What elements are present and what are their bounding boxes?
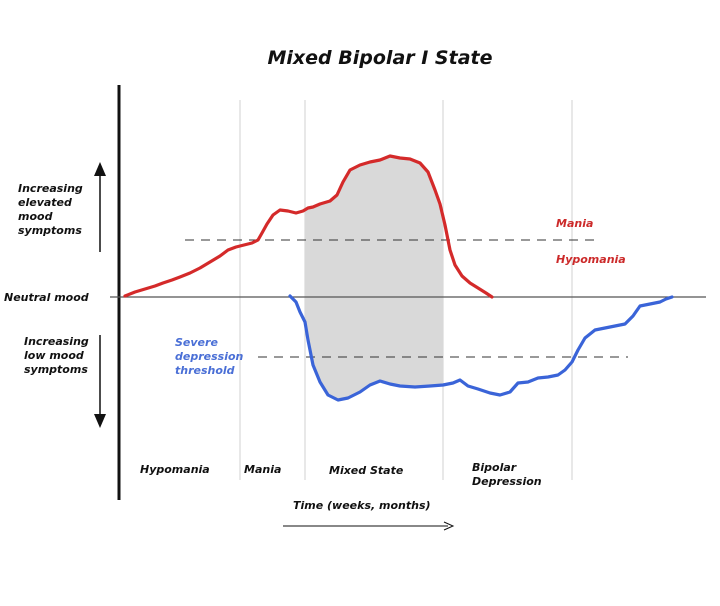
elevated-mood-curve [123, 154, 494, 299]
elevated-label-1: Increasing [18, 182, 83, 195]
elevated-label-2: elevated [18, 196, 72, 209]
low-label-3: symptoms [24, 363, 88, 376]
low-label-2: low mood [24, 349, 84, 362]
depression-label-3: threshold [175, 364, 235, 377]
mixed-state-shading [305, 156, 443, 400]
low-label-1: Increasing [24, 335, 89, 348]
diagram-title: Mixed Bipolar I State [268, 47, 493, 69]
phase-label-mania: Mania [244, 463, 281, 476]
depression-label-2: depression [175, 350, 244, 363]
elevated-label-4: symptoms [18, 224, 82, 237]
down-arrowhead [94, 414, 106, 428]
low-mood-curve [288, 294, 674, 402]
neutral-mood-label: Neutral mood [4, 291, 89, 304]
phase-label-depression: Depression [472, 475, 542, 488]
elevated-label-3: mood [18, 210, 53, 223]
mania-label: Mania [556, 217, 593, 230]
time-axis-label: Time (weeks, months) [293, 499, 431, 512]
hypomania-label: Hypomania [556, 253, 626, 266]
phase-label-mixed-state: Mixed State [329, 464, 404, 477]
time-arrowhead [443, 521, 455, 531]
up-arrowhead [94, 162, 106, 176]
depression-label-1: Severe [175, 336, 218, 349]
phase-label-bipolar: Bipolar [472, 461, 517, 474]
phase-label-hypomania: Hypomania [140, 463, 210, 476]
